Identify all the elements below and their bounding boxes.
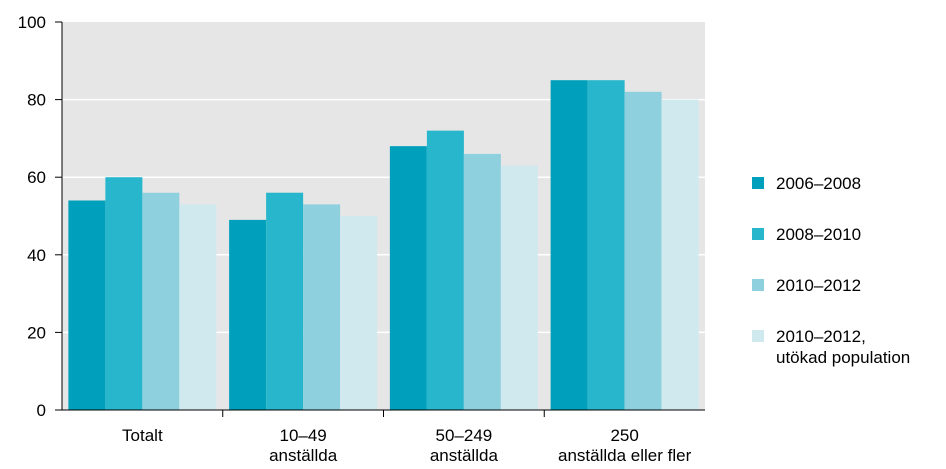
bar [500, 165, 538, 410]
bar [426, 130, 464, 410]
y-axis: 0 20 40 60 80 100 [18, 13, 63, 420]
x-category-label: 250 [610, 426, 638, 445]
bar [463, 153, 501, 411]
x-category-label: 50–249 [436, 426, 493, 445]
bars [68, 80, 699, 411]
y-tick-label: 60 [27, 168, 46, 187]
bar [550, 80, 588, 410]
y-tick-label: 20 [27, 323, 46, 342]
legend-label: utökad population [776, 348, 910, 367]
x-category-label: anställda [430, 446, 499, 465]
legend-swatch [752, 330, 764, 342]
bar [587, 80, 625, 410]
bar [624, 91, 662, 410]
y-tick-label: 100 [18, 13, 46, 32]
bar [179, 204, 217, 410]
y-tick-label: 80 [27, 91, 46, 110]
bar [229, 219, 267, 410]
legend-label: 2010–2012, [776, 327, 866, 346]
legend-swatch [752, 177, 764, 189]
x-category-label: anställda eller fler [558, 446, 692, 465]
x-category-label: Totalt [122, 426, 163, 445]
bar [68, 200, 106, 410]
legend-label: 2010–2012 [776, 276, 861, 295]
y-tick-label: 0 [37, 401, 46, 420]
x-category-label: anställda [269, 446, 338, 465]
legend-swatch [752, 228, 764, 240]
bar [142, 192, 180, 410]
legend-swatch [752, 279, 764, 291]
bar [303, 204, 341, 410]
bar [266, 192, 304, 410]
legend: 2006–2008 2008–2010 2010–2012 2010–2012, utö… [752, 174, 910, 367]
bar [105, 177, 143, 410]
bar [661, 99, 699, 410]
x-axis: Totalt 10–49anställda50–249anställda250an… [62, 409, 705, 465]
bar [340, 216, 378, 410]
y-tick-label: 40 [27, 246, 46, 265]
legend-label: 2006–2008 [776, 174, 861, 193]
bar [389, 146, 427, 410]
legend-label: 2008–2010 [776, 225, 861, 244]
x-category-label: 10–49 [279, 426, 326, 445]
